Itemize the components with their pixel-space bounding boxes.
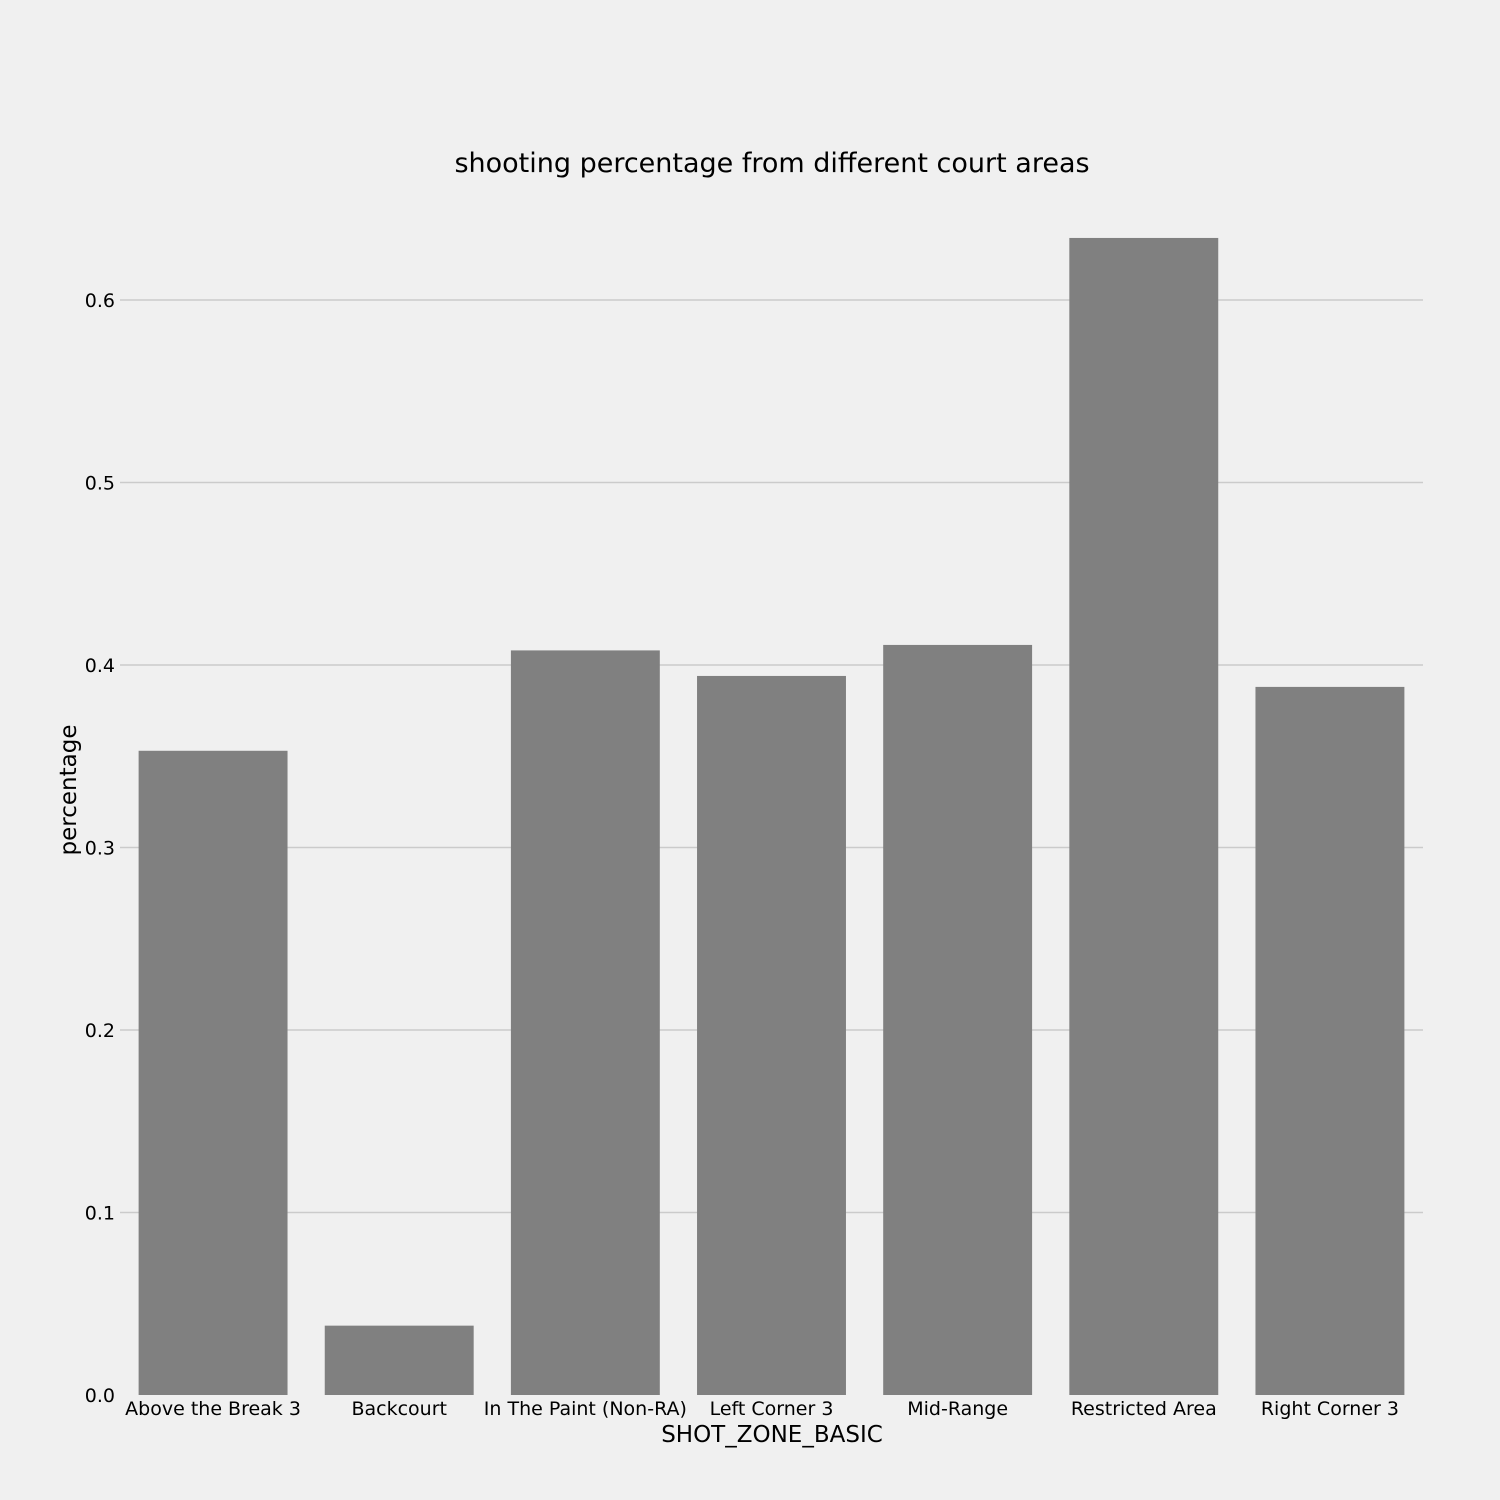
y-tick-label: 0.5 — [85, 473, 115, 495]
x-tick-label: Left Corner 3 — [710, 1398, 834, 1420]
y-tick-labels: 0.0 0.1 0.2 0.3 0.4 0.5 0.6 — [85, 290, 115, 1407]
y-tick-label: 0.4 — [85, 655, 115, 677]
x-tick-label: Mid-Range — [907, 1398, 1008, 1420]
x-axis-label: SHOT_ZONE_BASIC — [661, 1422, 883, 1448]
x-tick-label: Right Corner 3 — [1261, 1398, 1399, 1420]
bar — [1255, 686, 1405, 1395]
y-axis-label: percentage — [56, 725, 82, 856]
x-tick-label: Restricted Area — [1071, 1398, 1217, 1420]
x-tick-labels: Above the Break 3 Backcourt In The Paint (… — [125, 1398, 1399, 1420]
y-tick-label: 0.2 — [85, 1020, 115, 1042]
x-tick-label: Above the Break 3 — [125, 1398, 301, 1420]
bar — [324, 1325, 474, 1395]
bar — [883, 644, 1033, 1395]
y-tick-label: 0.0 — [85, 1385, 115, 1407]
chart-title: shooting percentage from different court… — [454, 148, 1089, 179]
bar — [1069, 237, 1219, 1396]
x-tick-label: In The Paint (Non-RA) — [484, 1398, 687, 1420]
y-tick-label: 0.1 — [85, 1203, 115, 1225]
bar — [697, 675, 846, 1395]
y-tick-label: 0.6 — [85, 290, 115, 312]
y-tick-label: 0.3 — [85, 838, 115, 860]
x-tick-label: Backcourt — [351, 1398, 447, 1420]
bars — [138, 237, 1405, 1396]
bar — [510, 650, 660, 1395]
bar — [138, 750, 288, 1395]
